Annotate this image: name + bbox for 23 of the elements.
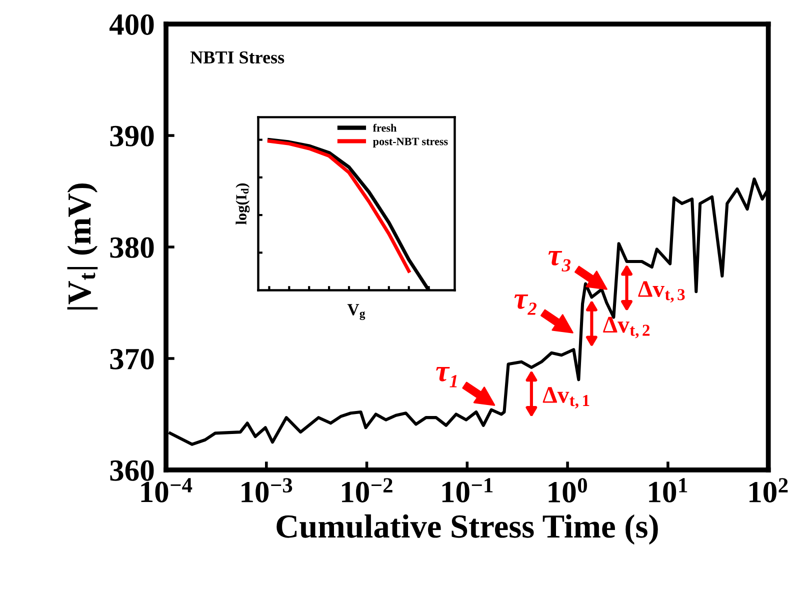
annotation: τ₁ <box>436 366 457 388</box>
y-tick-label: 400 <box>109 14 154 35</box>
x-tick-label: 10$^{1}$ <box>649 478 688 502</box>
x-tick-label: 10$^{−3}$ <box>242 478 292 502</box>
annotation: Δv$_{t,1}$ <box>542 387 590 409</box>
x-axis-title: Cumulative Stress Time (s) <box>276 514 658 545</box>
annotation: Δv$_{t,2}$ <box>603 316 650 338</box>
legend-label: fresh <box>372 124 397 132</box>
y-tick-label: 390 <box>110 126 154 146</box>
annotation: Δv$_{t,3}$ <box>638 281 685 303</box>
y-axis-title: |V$_{t}$| (mV) <box>67 184 98 310</box>
legend-label: post-NBT stress <box>372 138 448 148</box>
x-tick-label: 10$^{−2}$ <box>342 478 392 502</box>
y-tick-label: 380 <box>110 237 154 258</box>
x-axis-title: V$_{g}$ <box>347 304 366 320</box>
annotation: NBTI Stress <box>190 51 284 64</box>
x-tick-label: 10$^{−1}$ <box>442 478 493 502</box>
y-axis-title: log(I$_{d}$) <box>236 183 250 225</box>
x-tick-label: 10$^{2}$ <box>750 478 788 502</box>
annotation: τ₂ <box>514 294 536 315</box>
annotation: τ₃ <box>548 251 571 272</box>
y-tick-label: 370 <box>110 348 154 370</box>
x-tick-label: 10$^{0}$ <box>548 478 587 502</box>
